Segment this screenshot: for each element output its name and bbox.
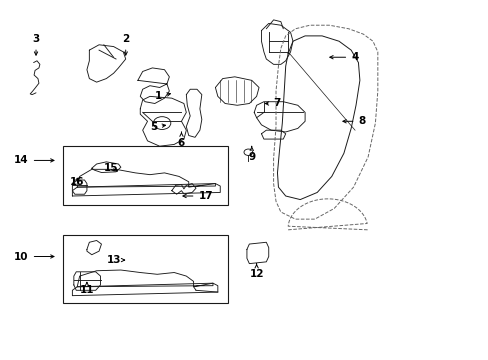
Text: 15: 15 bbox=[103, 163, 118, 172]
Text: 11: 11 bbox=[80, 282, 94, 295]
Bar bbox=[62, 235, 227, 303]
Text: 13: 13 bbox=[106, 255, 124, 265]
Text: 1: 1 bbox=[155, 91, 170, 102]
Text: 9: 9 bbox=[248, 146, 255, 162]
Text: 2: 2 bbox=[122, 35, 129, 55]
Text: 16: 16 bbox=[70, 177, 84, 187]
Bar bbox=[62, 146, 227, 205]
Text: 7: 7 bbox=[265, 99, 280, 108]
Text: 3: 3 bbox=[32, 35, 40, 55]
Text: 5: 5 bbox=[150, 122, 165, 132]
Text: 8: 8 bbox=[342, 116, 365, 126]
Text: 14: 14 bbox=[14, 156, 54, 166]
Text: 17: 17 bbox=[183, 191, 213, 201]
Text: 12: 12 bbox=[249, 264, 264, 279]
Text: 6: 6 bbox=[178, 132, 185, 148]
Text: 10: 10 bbox=[14, 252, 54, 261]
Text: 4: 4 bbox=[329, 52, 358, 62]
